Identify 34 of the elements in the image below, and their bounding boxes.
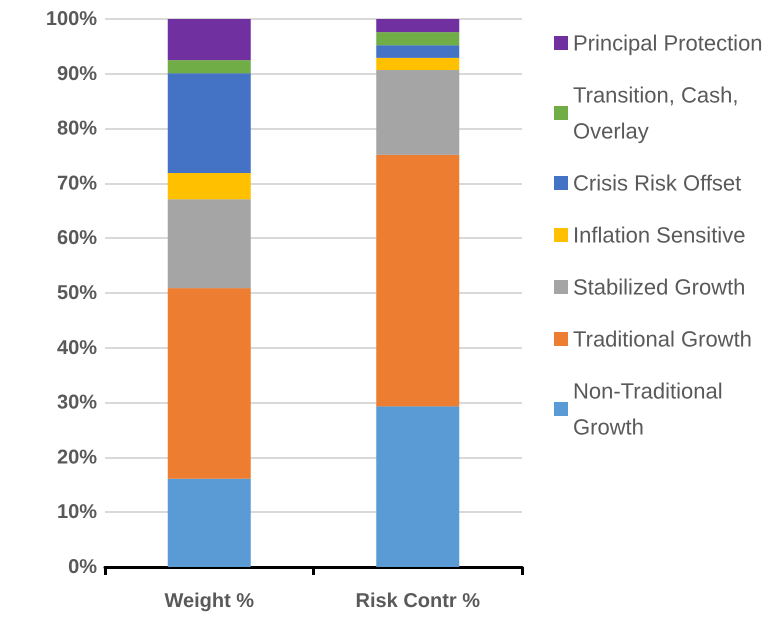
legend-label: Transition, Cash, Overlay xyxy=(573,82,745,144)
bar xyxy=(168,73,251,173)
bar xyxy=(168,288,251,479)
y-tick-label: 90% xyxy=(56,62,98,85)
x-tick-label: Weight % xyxy=(164,590,254,612)
y-tick-label: 20% xyxy=(56,446,98,468)
legend-label: Inflation Sensitive xyxy=(573,222,746,248)
y-tick-label: 70% xyxy=(56,172,98,194)
legend-label: Traditional Growth xyxy=(573,326,752,352)
bar xyxy=(168,60,251,74)
bar xyxy=(168,199,251,288)
x-tick-label: Risk Contr % xyxy=(356,590,480,612)
bar xyxy=(168,172,251,200)
bar xyxy=(168,478,251,567)
bar xyxy=(376,45,460,58)
legend-label: Principal Protection xyxy=(573,30,763,56)
y-tick-label: 40% xyxy=(56,336,98,359)
bar xyxy=(376,32,460,46)
y-tick-label: 60% xyxy=(56,227,98,250)
legend-label: Stabilized Growth xyxy=(573,274,746,300)
bar xyxy=(376,154,460,406)
bar xyxy=(376,70,460,155)
y-tick-label: 50% xyxy=(56,282,98,304)
bar xyxy=(168,19,251,60)
bar xyxy=(376,406,460,567)
legend-label: Crisis Risk Offset xyxy=(573,170,742,196)
y-tick-label: 100% xyxy=(46,8,98,30)
legend-label: Non-Traditional Growth xyxy=(573,378,729,440)
bar xyxy=(376,58,460,70)
y-tick-label: 30% xyxy=(56,392,98,414)
bar xyxy=(376,19,460,32)
y-tick-label: 10% xyxy=(56,501,98,524)
y-tick-label: 0% xyxy=(68,556,98,578)
y-tick-label: 80% xyxy=(56,118,98,140)
